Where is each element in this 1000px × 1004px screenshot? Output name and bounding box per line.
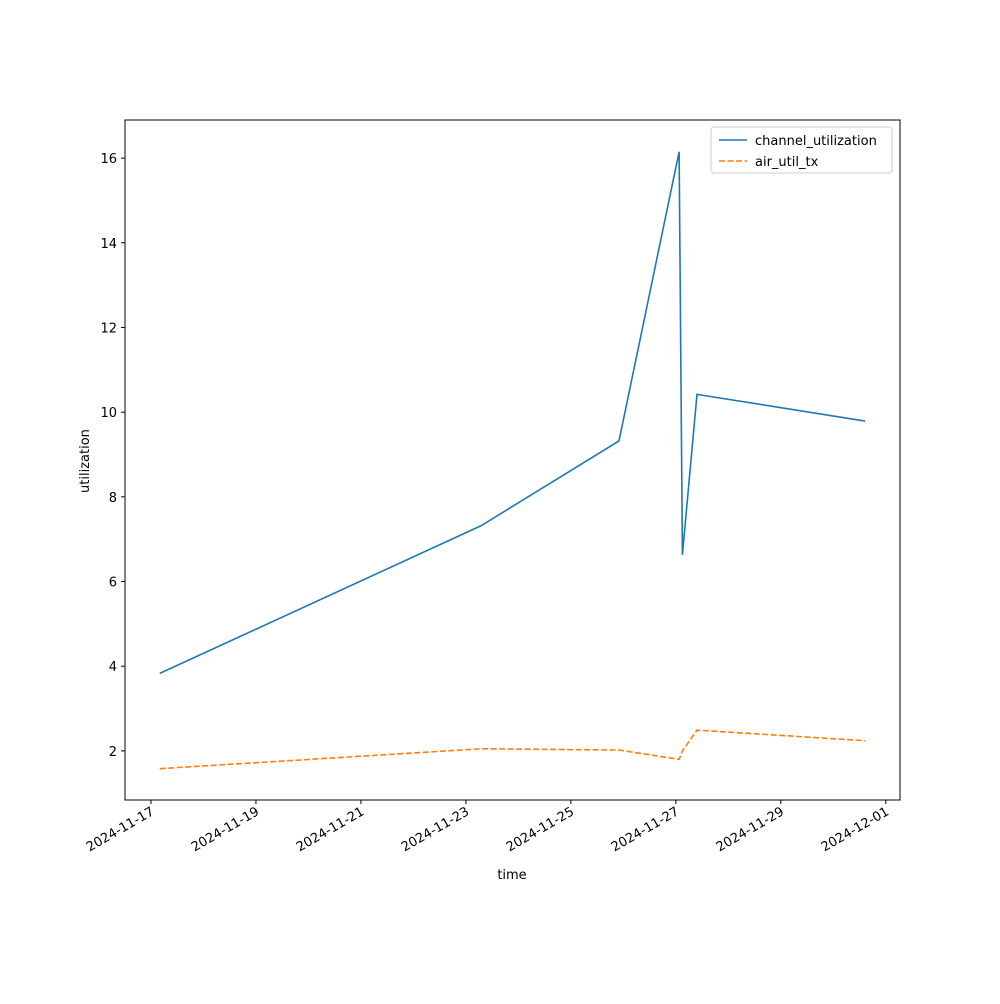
y-tick-label: 8 xyxy=(109,491,117,506)
x-tick-label: 2024-11-29 xyxy=(714,804,787,855)
x-tick-label: 2024-11-21 xyxy=(294,804,367,855)
x-tick-label: 2024-12-01 xyxy=(819,804,892,855)
x-tick-label: 2024-11-23 xyxy=(399,804,472,855)
y-tick-label: 2 xyxy=(109,745,117,760)
series-line xyxy=(159,729,866,770)
series-line xyxy=(159,151,866,675)
x-tick-label: 2024-11-27 xyxy=(609,804,682,855)
y-tick-label: 12 xyxy=(100,321,117,336)
legend-label: air_util_tx xyxy=(755,155,819,170)
y-axis-label: utilization xyxy=(78,429,93,493)
y-tick-label: 6 xyxy=(109,576,117,591)
legend: channel_utilization air_util_tx xyxy=(710,126,893,174)
y-tick-label: 14 xyxy=(100,237,117,252)
x-axis-label: time xyxy=(497,868,526,883)
y-tick-label: 4 xyxy=(109,660,117,675)
legend-box xyxy=(710,126,893,174)
x-tick-label: 2024-11-19 xyxy=(189,804,262,855)
x-tick-label: 2024-11-25 xyxy=(504,804,577,855)
y-tick-label: 10 xyxy=(100,406,117,421)
x-tick-label: 2024-11-17 xyxy=(84,804,157,855)
plot-frame xyxy=(124,119,901,801)
legend-label: channel_utilization xyxy=(755,134,877,149)
y-tick-label: 16 xyxy=(100,152,117,167)
